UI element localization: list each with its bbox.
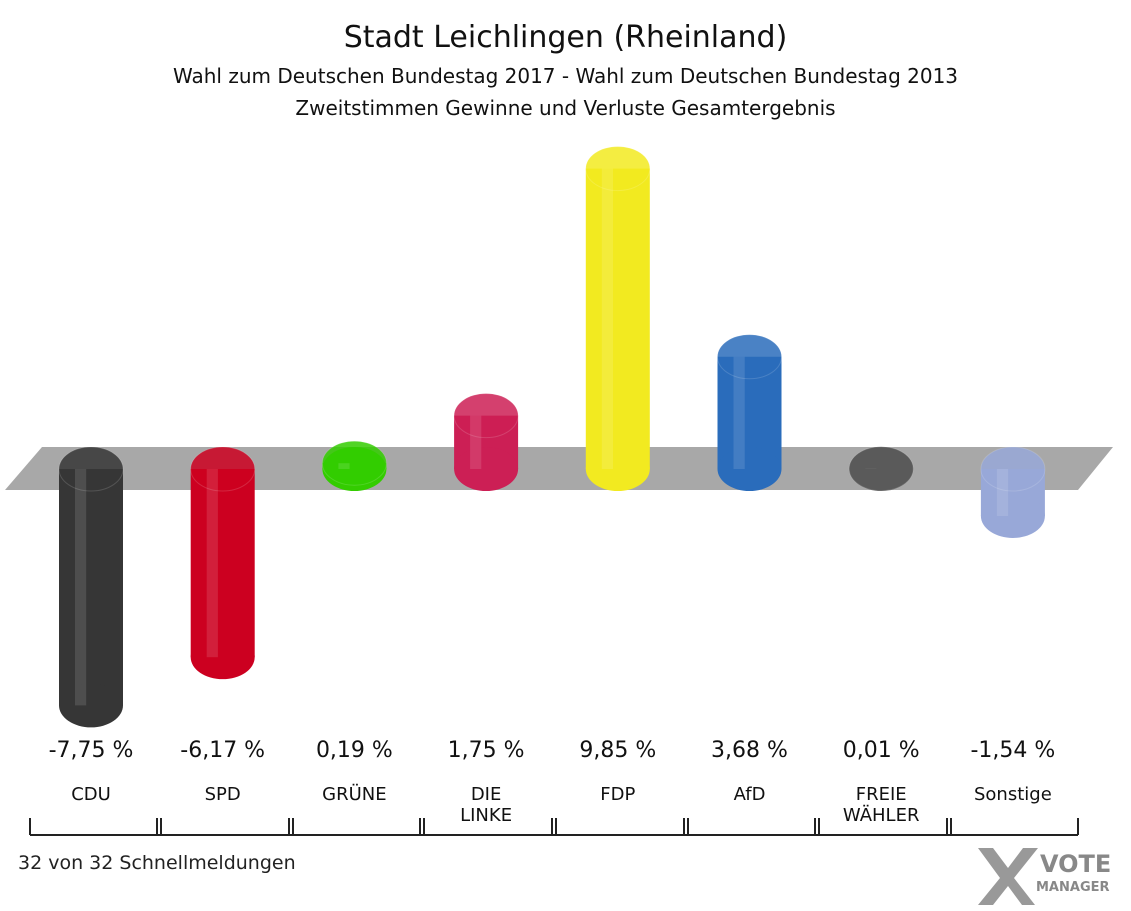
bar [980, 446, 1046, 538]
value-label: -6,17 % [180, 738, 266, 763]
bar-top [717, 334, 782, 380]
x-tick-label: AfD [733, 784, 766, 805]
footer: 32 von 32 Schnellmeldungen [18, 852, 296, 874]
subtitle: Zweitstimmen Gewinne und Verluste Gesamt… [295, 96, 836, 120]
x-tick-label: DIE LINKE [460, 784, 513, 826]
bar-top [453, 393, 519, 439]
x-tick-label: FDP [600, 784, 636, 805]
value-label: -1,54 % [970, 738, 1056, 763]
bar [585, 146, 651, 491]
base-plane [5, 447, 1113, 490]
bar [453, 393, 519, 491]
bar-shine [75, 469, 87, 706]
bar-bottom [59, 683, 123, 728]
bar-shine [733, 356, 745, 469]
value-label: 1,75 % [447, 738, 525, 763]
bar-top [321, 440, 387, 486]
bar-top [585, 146, 651, 192]
bar-shine [338, 463, 350, 469]
bar-top [848, 446, 914, 492]
value-label: 0,19 % [315, 738, 393, 763]
x-tick-label: SPD [204, 784, 241, 805]
bar-body [190, 469, 255, 658]
bar-bottom [980, 493, 1045, 538]
bar [190, 446, 256, 680]
bar-body [59, 469, 123, 706]
x-tick-label: Sonstige [973, 784, 1052, 805]
bar-bottom [585, 447, 650, 491]
bar-top [190, 446, 256, 492]
bar-top [58, 446, 124, 492]
bar-shine [601, 168, 613, 469]
bar-top [980, 446, 1046, 492]
bar-shine [996, 469, 1009, 516]
bar [321, 440, 387, 491]
bar-body [585, 168, 650, 469]
value-label: 0,01 % [842, 738, 920, 763]
subtitle: Wahl zum Deutschen Bundestag 2017 - Wahl… [172, 64, 959, 88]
chart-title: Stadt Leichlingen (Rheinland) [343, 20, 788, 55]
brackets [29, 818, 1079, 836]
x-tick-label: FREIE WÄHLER [842, 784, 920, 826]
bar [58, 446, 124, 728]
bar [848, 446, 914, 492]
logo-icon [978, 848, 1038, 905]
bar-shine [206, 469, 218, 658]
bar-bottom [190, 635, 255, 680]
x-tick-label: CDU [71, 784, 111, 805]
bar-bottom [717, 447, 782, 491]
value-label: 9,85 % [579, 738, 657, 763]
bar-bottom [454, 447, 519, 491]
x-tick-label: GRÜNE [322, 784, 387, 805]
logo-text: VOTE [1040, 850, 1112, 878]
bar-shine [470, 415, 482, 469]
logo-text: MANAGER [1036, 880, 1110, 895]
bar [717, 334, 782, 491]
value-label: 3,68 % [711, 738, 788, 763]
value-label: -7,75 % [48, 738, 134, 763]
